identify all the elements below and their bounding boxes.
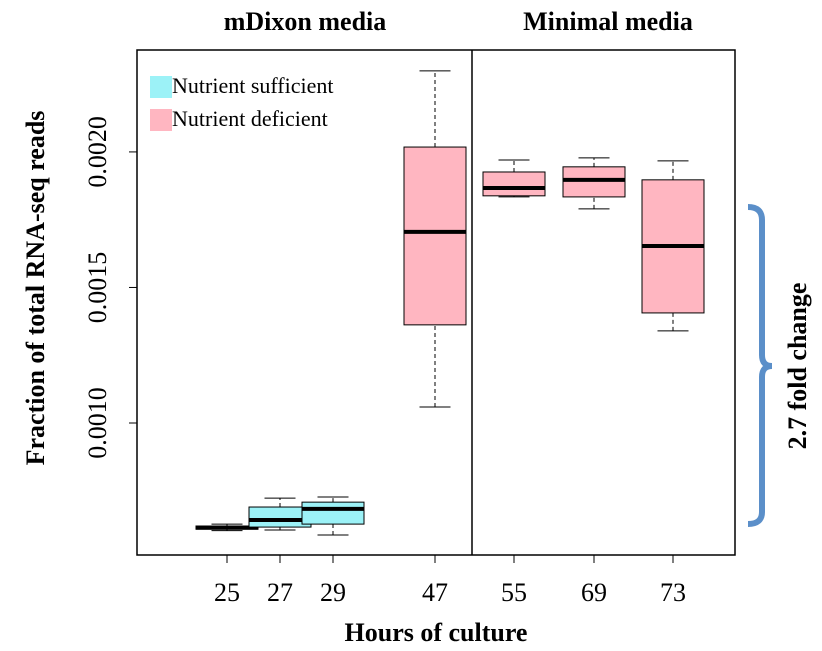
bracket [747, 204, 773, 527]
legend-label: Nutrient deficient [172, 106, 328, 131]
y-axis-title: Fraction of total RNA-seq reads [21, 111, 50, 466]
y-tick-label: 0.0010 [83, 387, 112, 459]
x-tick-label: 25 [214, 578, 240, 607]
box [562, 166, 626, 198]
annotation: 2.7 fold change [783, 283, 812, 450]
x-axis-title: Hours of culture [345, 618, 528, 647]
box [301, 501, 365, 525]
panel-label: mDixon media [224, 7, 387, 36]
x-tick-label: 29 [320, 578, 346, 607]
y-tick-label: 0.0020 [83, 116, 112, 188]
x-tick-label: 47 [422, 578, 448, 607]
legend-swatch [150, 76, 172, 98]
box [482, 171, 546, 197]
box [403, 146, 467, 326]
x-tick-label: 73 [660, 578, 686, 607]
y-tick-label: 0.0015 [83, 252, 112, 324]
legend-label: Nutrient sufficient [172, 73, 334, 98]
x-tick-label: 27 [267, 578, 293, 607]
x-tick-label: 55 [501, 578, 527, 607]
panel-label: Minimal media [523, 7, 693, 36]
legend-swatch [150, 109, 172, 131]
x-tick-label: 69 [581, 578, 607, 607]
plot-frame [136, 49, 736, 556]
